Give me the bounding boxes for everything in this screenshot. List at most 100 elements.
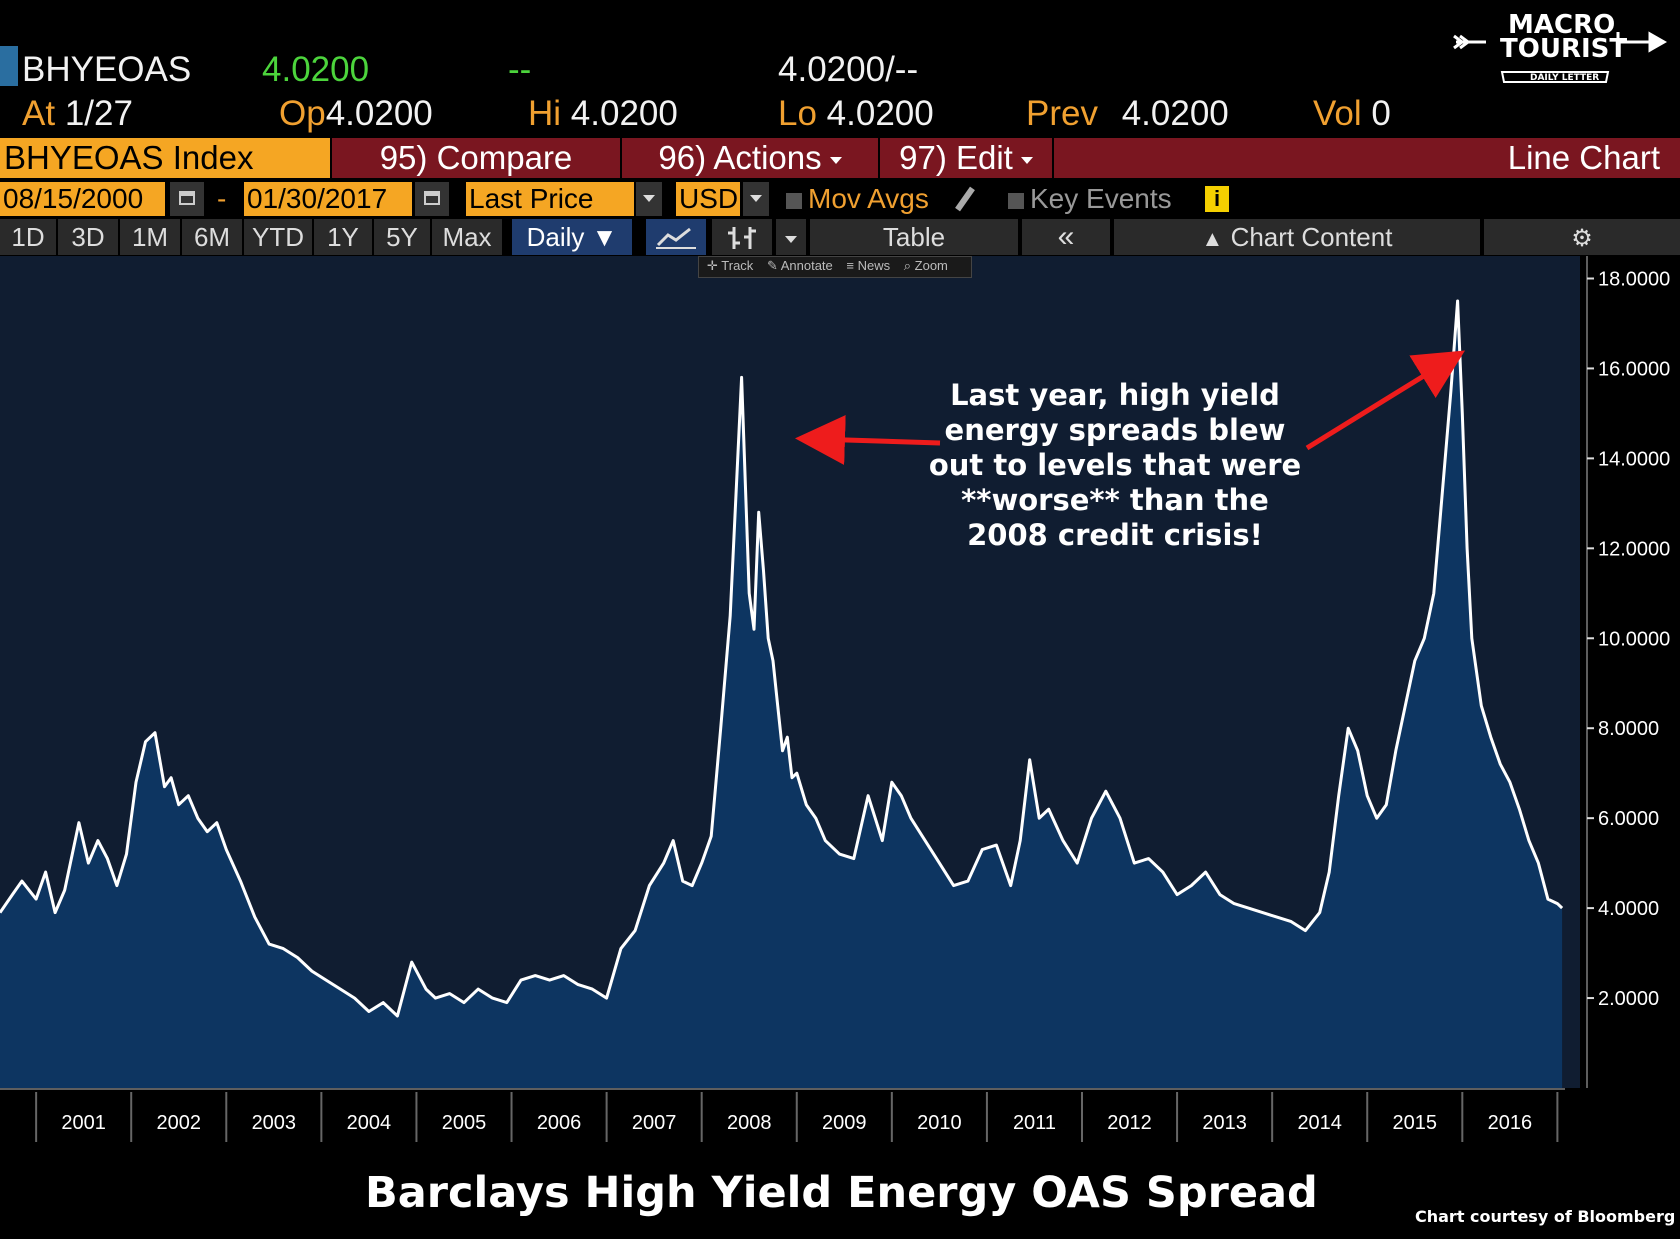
y-tick-label: 14.0000 — [1598, 448, 1670, 470]
x-tick-label: 2012 — [1107, 1112, 1152, 1134]
low-field: Lo 4.0200 — [778, 94, 934, 134]
macro-tourist-logo: MACRO TOURIST DAILY LETTER — [1450, 10, 1670, 85]
price-change: -- — [508, 50, 532, 89]
track-tool[interactable]: ✛ Track — [707, 258, 754, 273]
x-tick-label: 2003 — [252, 1112, 297, 1134]
bid-value: 4.0200 — [778, 50, 886, 89]
checkbox-icon — [786, 192, 802, 209]
timeframe-3d[interactable]: 3D — [58, 219, 120, 255]
annotation-line: 2008 credit crisis! — [967, 518, 1263, 552]
field-dropdown-button[interactable] — [636, 182, 662, 216]
annotation-line: **worse** than the — [961, 483, 1269, 517]
key-events-label: Key Events — [1030, 183, 1172, 214]
x-tick-label: 2013 — [1202, 1112, 1247, 1134]
plot-area — [0, 256, 1580, 1088]
currency-dropdown-button[interactable] — [743, 182, 769, 216]
timeframe-1y[interactable]: 1Y — [314, 219, 374, 255]
high-value: 4.0200 — [570, 94, 678, 133]
key-events-toggle[interactable]: Key Events — [1008, 182, 1172, 216]
chart-type-label: Line Chart — [1052, 138, 1680, 178]
credit-text: Chart courtesy of Bloomberg — [1415, 1207, 1676, 1226]
calendar-icon — [424, 191, 440, 205]
open-field: Op4.0200 — [279, 94, 433, 134]
at-value: 1/27 — [64, 94, 133, 133]
chart-content-label: Chart Content — [1230, 222, 1393, 252]
security-field[interactable]: BHYEOAS Index — [0, 138, 330, 178]
chevron-down-icon — [1020, 156, 1033, 164]
x-tick-label: 2016 — [1488, 1112, 1533, 1134]
y-tick-label: 2.0000 — [1598, 988, 1659, 1010]
timeframe-ytd[interactable]: YTD — [244, 219, 314, 255]
track-label: Track — [721, 258, 754, 273]
y-tick-label: 4.0000 — [1598, 898, 1659, 920]
chevron-down-icon — [643, 195, 655, 202]
at-field: At 1/27 — [22, 94, 133, 134]
x-tick-label: 2006 — [537, 1112, 582, 1134]
x-tick-label: 2011 — [1013, 1112, 1056, 1134]
prev-field: Prev 4.0200 — [1026, 94, 1229, 134]
logo-line2: TOURIST — [1500, 34, 1628, 64]
chevron-down-icon — [750, 195, 762, 202]
annotation-line: out to levels that were — [928, 448, 1302, 482]
high-field: Hi 4.0200 — [528, 94, 678, 134]
ohlc-icon — [728, 227, 756, 249]
timeframe-1m[interactable]: 1M — [120, 219, 182, 255]
x-tick-label: 2004 — [347, 1112, 392, 1134]
ticker-marker — [0, 46, 18, 86]
annotation-line: Last year, high yield — [950, 378, 1280, 412]
low-label: Lo — [778, 94, 817, 133]
high-label: Hi — [528, 94, 562, 133]
timeframe-max[interactable]: Max — [432, 219, 504, 255]
x-tick-label: 2010 — [917, 1112, 962, 1134]
zoom-label: Zoom — [914, 258, 948, 273]
line-chart-button[interactable] — [646, 219, 708, 255]
start-calendar-button[interactable] — [170, 182, 204, 216]
table-button[interactable]: Table — [810, 219, 1020, 255]
x-tick-label: 2015 — [1393, 1112, 1438, 1134]
chart-style-dropdown[interactable] — [776, 219, 808, 255]
edit-button[interactable]: 97) Edit — [878, 138, 1052, 178]
chevron-down-icon — [829, 156, 842, 164]
logo-arrows-icon — [1453, 31, 1668, 83]
currency-select[interactable]: USD — [676, 182, 740, 216]
end-calendar-button[interactable] — [415, 182, 449, 216]
edit-label: 97) Edit — [899, 139, 1013, 176]
zoom-tool[interactable]: ⌕ Zoom — [903, 258, 948, 273]
y-tick-label: 8.0000 — [1598, 718, 1659, 740]
compare-label: 95) Compare — [379, 139, 573, 176]
x-tick-label: 2007 — [632, 1112, 677, 1134]
field-select[interactable]: Last Price — [466, 182, 634, 216]
gear-icon: ⚙ — [1571, 225, 1593, 252]
compare-button[interactable]: 95) Compare — [330, 138, 620, 178]
annotation-line: energy spreads blew — [944, 413, 1286, 447]
pencil-icon[interactable] — [955, 186, 975, 212]
logo-line1: MACRO — [1508, 10, 1616, 40]
timeframe-6m[interactable]: 6M — [182, 219, 244, 255]
prev-label: Prev — [1026, 94, 1098, 133]
chart-content-button[interactable]: ▲ Chart Content — [1114, 219, 1482, 255]
info-icon[interactable]: i — [1205, 186, 1229, 212]
chart-content-icon: ▲ — [1201, 226, 1224, 251]
settings-button[interactable]: ⚙ — [1484, 219, 1680, 255]
timeframe-5y[interactable]: 5Y — [374, 219, 432, 255]
timeframe-1d[interactable]: 1D — [0, 219, 58, 255]
x-tick-label: 2009 — [822, 1112, 867, 1134]
last-price: 4.0200 — [262, 50, 370, 89]
logo-tag: DAILY LETTER — [1530, 73, 1600, 83]
annotate-tool[interactable]: ✎ Annotate — [766, 258, 833, 273]
volume-label: Vol — [1313, 94, 1362, 133]
mini-toolbar: ✛ Track ✎ Annotate ≡ News ⌕ Zoom — [698, 256, 972, 278]
end-date-input[interactable]: 01/30/2017 — [244, 182, 412, 216]
actions-button[interactable]: 96) Actions — [620, 138, 878, 178]
news-tool[interactable]: ≡ News — [846, 258, 891, 273]
mov-avgs-toggle[interactable]: Mov Avgs — [786, 182, 929, 216]
ask-value: /-- — [885, 50, 919, 89]
start-date-input[interactable]: 08/15/2000 — [0, 182, 165, 216]
y-tick-label: 12.0000 — [1598, 538, 1670, 560]
frequency-select[interactable]: Daily ▼ — [512, 219, 634, 255]
collapse-button[interactable]: « — [1022, 219, 1112, 255]
volume-value: 0 — [1371, 94, 1391, 133]
bar-chart-button[interactable] — [712, 219, 774, 255]
y-tick-label: 10.0000 — [1598, 628, 1670, 650]
line-chart-icon — [656, 227, 696, 249]
